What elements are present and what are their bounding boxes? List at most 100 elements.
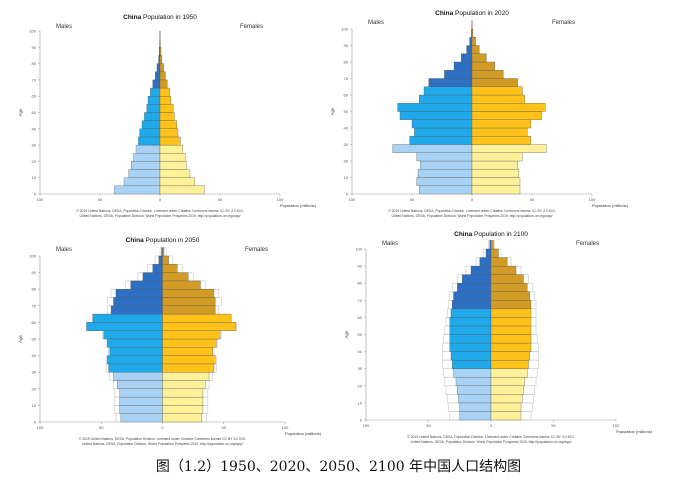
pyramid-2020: China Population in 2020 Males Females 0 10 2… bbox=[322, 1, 640, 225]
y-tick-label-2100: 80 bbox=[358, 281, 363, 286]
bar-male-0-4-2100 bbox=[459, 411, 492, 421]
bar-female-35-39-1950 bbox=[159, 128, 179, 138]
bar-female-75-79-2020 bbox=[471, 61, 495, 71]
bar-female-65-69-2050 bbox=[162, 305, 216, 315]
bar-male-60-64-2050 bbox=[92, 313, 163, 323]
bar-male-35-39-2050 bbox=[107, 355, 163, 365]
y-tick-label-1950: 80 bbox=[32, 61, 37, 66]
bar-male-20-24-2050 bbox=[117, 380, 163, 389]
bar-male-10-14-2020 bbox=[417, 169, 473, 178]
bar-male-15-19-2020 bbox=[420, 160, 473, 170]
bar-female-60-64-2100 bbox=[490, 308, 532, 318]
bar-male-70-74-2020 bbox=[444, 70, 473, 79]
bar-female-15-19-2020 bbox=[471, 160, 518, 170]
bar-male-10-14-2050 bbox=[119, 396, 163, 406]
bar-female-25-29-2100 bbox=[490, 368, 528, 378]
bar-male-40-44-2020 bbox=[411, 119, 473, 129]
bar-female-10-14-2020 bbox=[471, 169, 519, 178]
x-tick-label-2020: 100 bbox=[589, 197, 596, 202]
bar-female-45-49-2100 bbox=[490, 334, 532, 344]
chart-title-1950: China Population in 1950 bbox=[123, 14, 197, 21]
bar-male-65-69-1950 bbox=[152, 79, 161, 89]
bar-female-0-4-2050 bbox=[162, 413, 202, 423]
y-tick-label-1950: 70 bbox=[32, 77, 37, 82]
bar-female-40-44-2050 bbox=[162, 347, 213, 356]
bar-female-35-39-2050 bbox=[162, 355, 216, 365]
bar-female-20-24-2050 bbox=[162, 380, 206, 389]
chart-title-country-2020: China bbox=[435, 10, 453, 17]
females-label-1950: Females bbox=[240, 24, 263, 30]
bar-female-85-89-2020 bbox=[471, 45, 480, 54]
bar-female-55-59-1950 bbox=[159, 96, 171, 105]
y-tick-label-2100: 70 bbox=[358, 298, 363, 303]
chart-title-year-2020: Population in 2020 bbox=[453, 10, 509, 17]
bar-male-95-99-2050 bbox=[158, 255, 163, 265]
bar-male-50-54-2020 bbox=[397, 103, 473, 112]
chart-title-year-2050: Population in 2050 bbox=[144, 237, 200, 244]
females-label-2100: Females bbox=[576, 241, 599, 247]
bar-male-65-69-2100 bbox=[452, 300, 492, 310]
bar-female-35-39-2100 bbox=[490, 351, 530, 361]
bar-male-50-54-2050 bbox=[103, 330, 163, 340]
x-axis-title-1950: Population (millions) bbox=[280, 203, 317, 208]
bar-male-35-39-1950 bbox=[139, 128, 161, 138]
bar-male-60-64-2020 bbox=[423, 86, 473, 96]
bar-male-25-29-2050 bbox=[113, 372, 163, 381]
y-tick-label-2050: 60 bbox=[32, 320, 37, 325]
bar-male-20-24-1950 bbox=[133, 153, 161, 162]
males-label-1950: Males bbox=[56, 24, 72, 30]
bar-male-60-64-1950 bbox=[150, 87, 161, 97]
credit-line-2-2100: United Nations, DESA, Population Divisio… bbox=[411, 440, 572, 444]
x-tick-label-1950: 0 bbox=[159, 197, 162, 202]
bar-female-5-9-2100 bbox=[490, 402, 522, 412]
bar-male-55-59-2050 bbox=[86, 322, 163, 331]
bar-female-95-99-2050 bbox=[162, 255, 169, 265]
y-tick-label-2100: 60 bbox=[358, 315, 363, 320]
y-tick-label-2020: 50 bbox=[344, 109, 349, 114]
bar-male-65-69-2050 bbox=[110, 305, 163, 315]
bar-male-90-94-2020 bbox=[469, 37, 473, 46]
bar-female-90-94-2100 bbox=[490, 257, 508, 267]
bar-male-45-49-2100 bbox=[449, 334, 492, 344]
bar-male-25-29-2020 bbox=[392, 144, 473, 153]
bar-female-55-59-2050 bbox=[162, 322, 237, 331]
females-label-2020: Females bbox=[552, 20, 575, 26]
bar-male-30-34-1950 bbox=[138, 136, 161, 146]
bar-female-60-64-1950 bbox=[159, 87, 170, 97]
bar-female-80-84-2100 bbox=[490, 274, 524, 284]
bar-female-85-89-2050 bbox=[162, 272, 189, 282]
bar-female-70-74-2020 bbox=[471, 70, 504, 79]
bar-female-70-74-2050 bbox=[162, 297, 216, 306]
bar-male-5-9-2100 bbox=[459, 402, 492, 412]
y-tick-label-2100: 40 bbox=[358, 349, 363, 354]
bar-female-45-49-2020 bbox=[471, 111, 542, 120]
bar-female-30-34-2020 bbox=[471, 136, 531, 145]
bar-male-35-39-2020 bbox=[414, 127, 473, 137]
pyramid-2020-svg: China Population in 2020 Males Females 0 10 2… bbox=[330, 10, 629, 218]
y-tick-label-2050: 50 bbox=[32, 337, 37, 342]
pyramid-2050-svg: China Population in 2050 Males Females 0 10 2… bbox=[18, 237, 322, 446]
x-tick-label-2100: 100 bbox=[613, 423, 620, 428]
y-tick-label-2050: 100 bbox=[29, 254, 36, 259]
pyramid-2050: China Population in 2050 Males Females 0 10 2… bbox=[10, 228, 335, 450]
bar-female-30-34-2050 bbox=[162, 363, 215, 373]
bar-male-95-99-2100 bbox=[485, 248, 492, 258]
bar-female-80-84-2020 bbox=[471, 53, 487, 63]
bar-male-40-44-1950 bbox=[141, 120, 161, 129]
x-tick-label-1950: 100 bbox=[37, 197, 44, 202]
y-tick-label-2100: 90 bbox=[358, 264, 363, 269]
bar-male-30-34-2100 bbox=[452, 359, 492, 369]
chart-title-2100: China Population in 2100 bbox=[454, 231, 528, 238]
bar-female-60-64-2020 bbox=[471, 86, 523, 96]
x-tick-label-2100: 50 bbox=[551, 423, 556, 428]
y-tick-label-1950: 90 bbox=[32, 45, 37, 50]
bar-male-70-74-1950 bbox=[155, 71, 161, 81]
bar-male-90-94-2100 bbox=[479, 257, 492, 267]
x-tick-label-2020: 50 bbox=[530, 197, 535, 202]
bar-female-45-49-1950 bbox=[159, 112, 175, 121]
bar-female-0-4-1950 bbox=[159, 185, 205, 195]
bar-female-85-89-1950 bbox=[159, 47, 162, 56]
bar-female-95-99-2100 bbox=[490, 248, 499, 258]
bar-female-25-29-2050 bbox=[162, 372, 210, 381]
credit-line-1-1950: © 2019 United Nations, DESA, Population … bbox=[76, 209, 244, 213]
